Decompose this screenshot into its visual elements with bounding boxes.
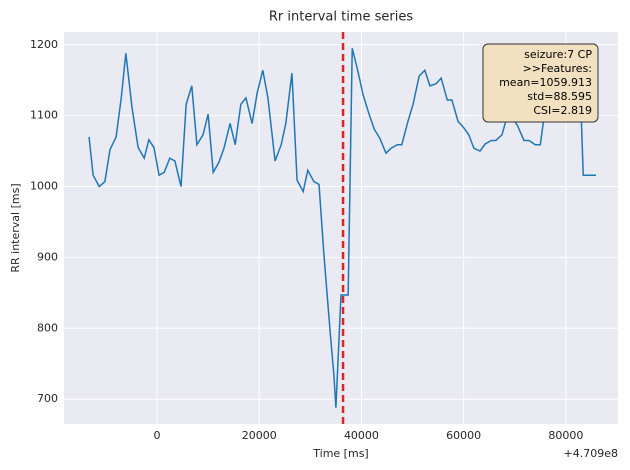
x-axis-label: Time [ms]	[312, 447, 368, 460]
annotation-text: >>Features:	[523, 62, 592, 75]
y-tick-label: 1100	[30, 109, 58, 122]
x-tick-label: 20000	[242, 429, 277, 442]
y-tick-label: 800	[37, 321, 58, 334]
x-tick-label: 40000	[344, 429, 379, 442]
x-tick-label: 80000	[548, 429, 583, 442]
annotation-text: mean=1059.913	[499, 76, 592, 89]
annotation-text: CSI=2.819	[533, 104, 592, 117]
y-axis-label: RR interval [ms]	[9, 183, 22, 272]
x-tick-label: 60000	[446, 429, 481, 442]
chart-title: Rr interval time series	[269, 10, 413, 25]
x-offset-label: +4.709e8	[564, 447, 618, 460]
annotation-box	[482, 43, 599, 123]
y-tick-label: 900	[37, 250, 58, 263]
annotation-text: std=88.595	[527, 90, 592, 103]
y-tick-label: 700	[37, 392, 58, 405]
annotation-text: seizure:7 CP	[524, 48, 592, 61]
y-tick-label: 1000	[30, 180, 58, 193]
y-tick-label: 1200	[30, 38, 58, 51]
x-tick-label: 0	[154, 429, 161, 442]
